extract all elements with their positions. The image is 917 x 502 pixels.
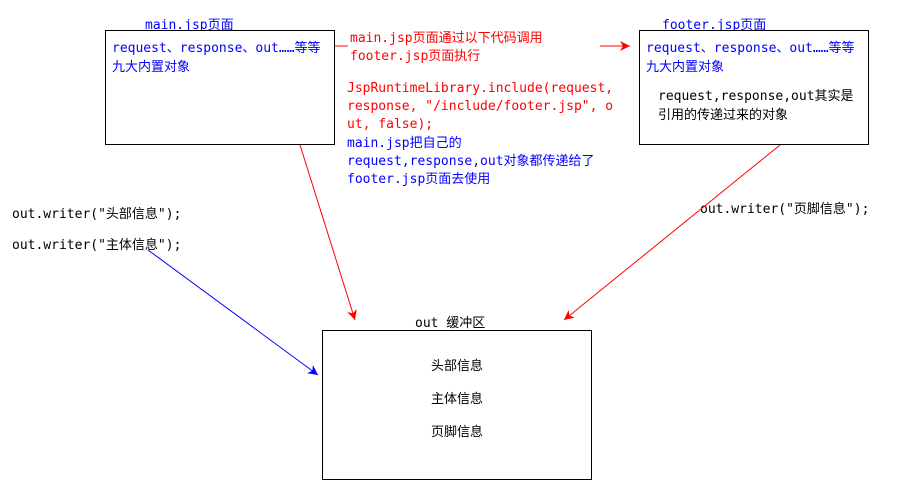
footer-box: request、response、out……等等九大内置对象 request,r…	[639, 30, 869, 145]
buffer-box-title: out 缓冲区	[415, 312, 485, 331]
left-writer-1: out.writer("头部信息");	[12, 203, 181, 222]
buffer-item-1: 主体信息	[323, 388, 591, 407]
buffer-box: 头部信息 主体信息 页脚信息	[322, 330, 592, 480]
annotation-red2: JspRuntimeLibrary.include(request, respo…	[347, 80, 617, 135]
annotation-red1: main.jsp页面通过以下代码调用footer.jsp页面执行	[350, 30, 600, 66]
main-box-content: request、response、out……等等九大内置对象	[112, 37, 328, 75]
footer-box-subcontent: request,response,out其实是引用的传递过来的对象	[646, 85, 862, 123]
right-writer: out.writer("页脚信息");	[700, 198, 869, 217]
arrow-writers-to-buffer	[148, 250, 318, 375]
buffer-item-2: 页脚信息	[323, 421, 591, 440]
left-writer-2: out.writer("主体信息");	[12, 234, 181, 253]
annotation-blue1: main.jsp把自己的request,response,out对象都传递给了f…	[347, 135, 607, 190]
main-box: request、response、out……等等九大内置对象	[105, 30, 335, 145]
footer-box-content: request、response、out……等等九大内置对象	[646, 37, 862, 75]
buffer-item-0: 头部信息	[323, 355, 591, 374]
